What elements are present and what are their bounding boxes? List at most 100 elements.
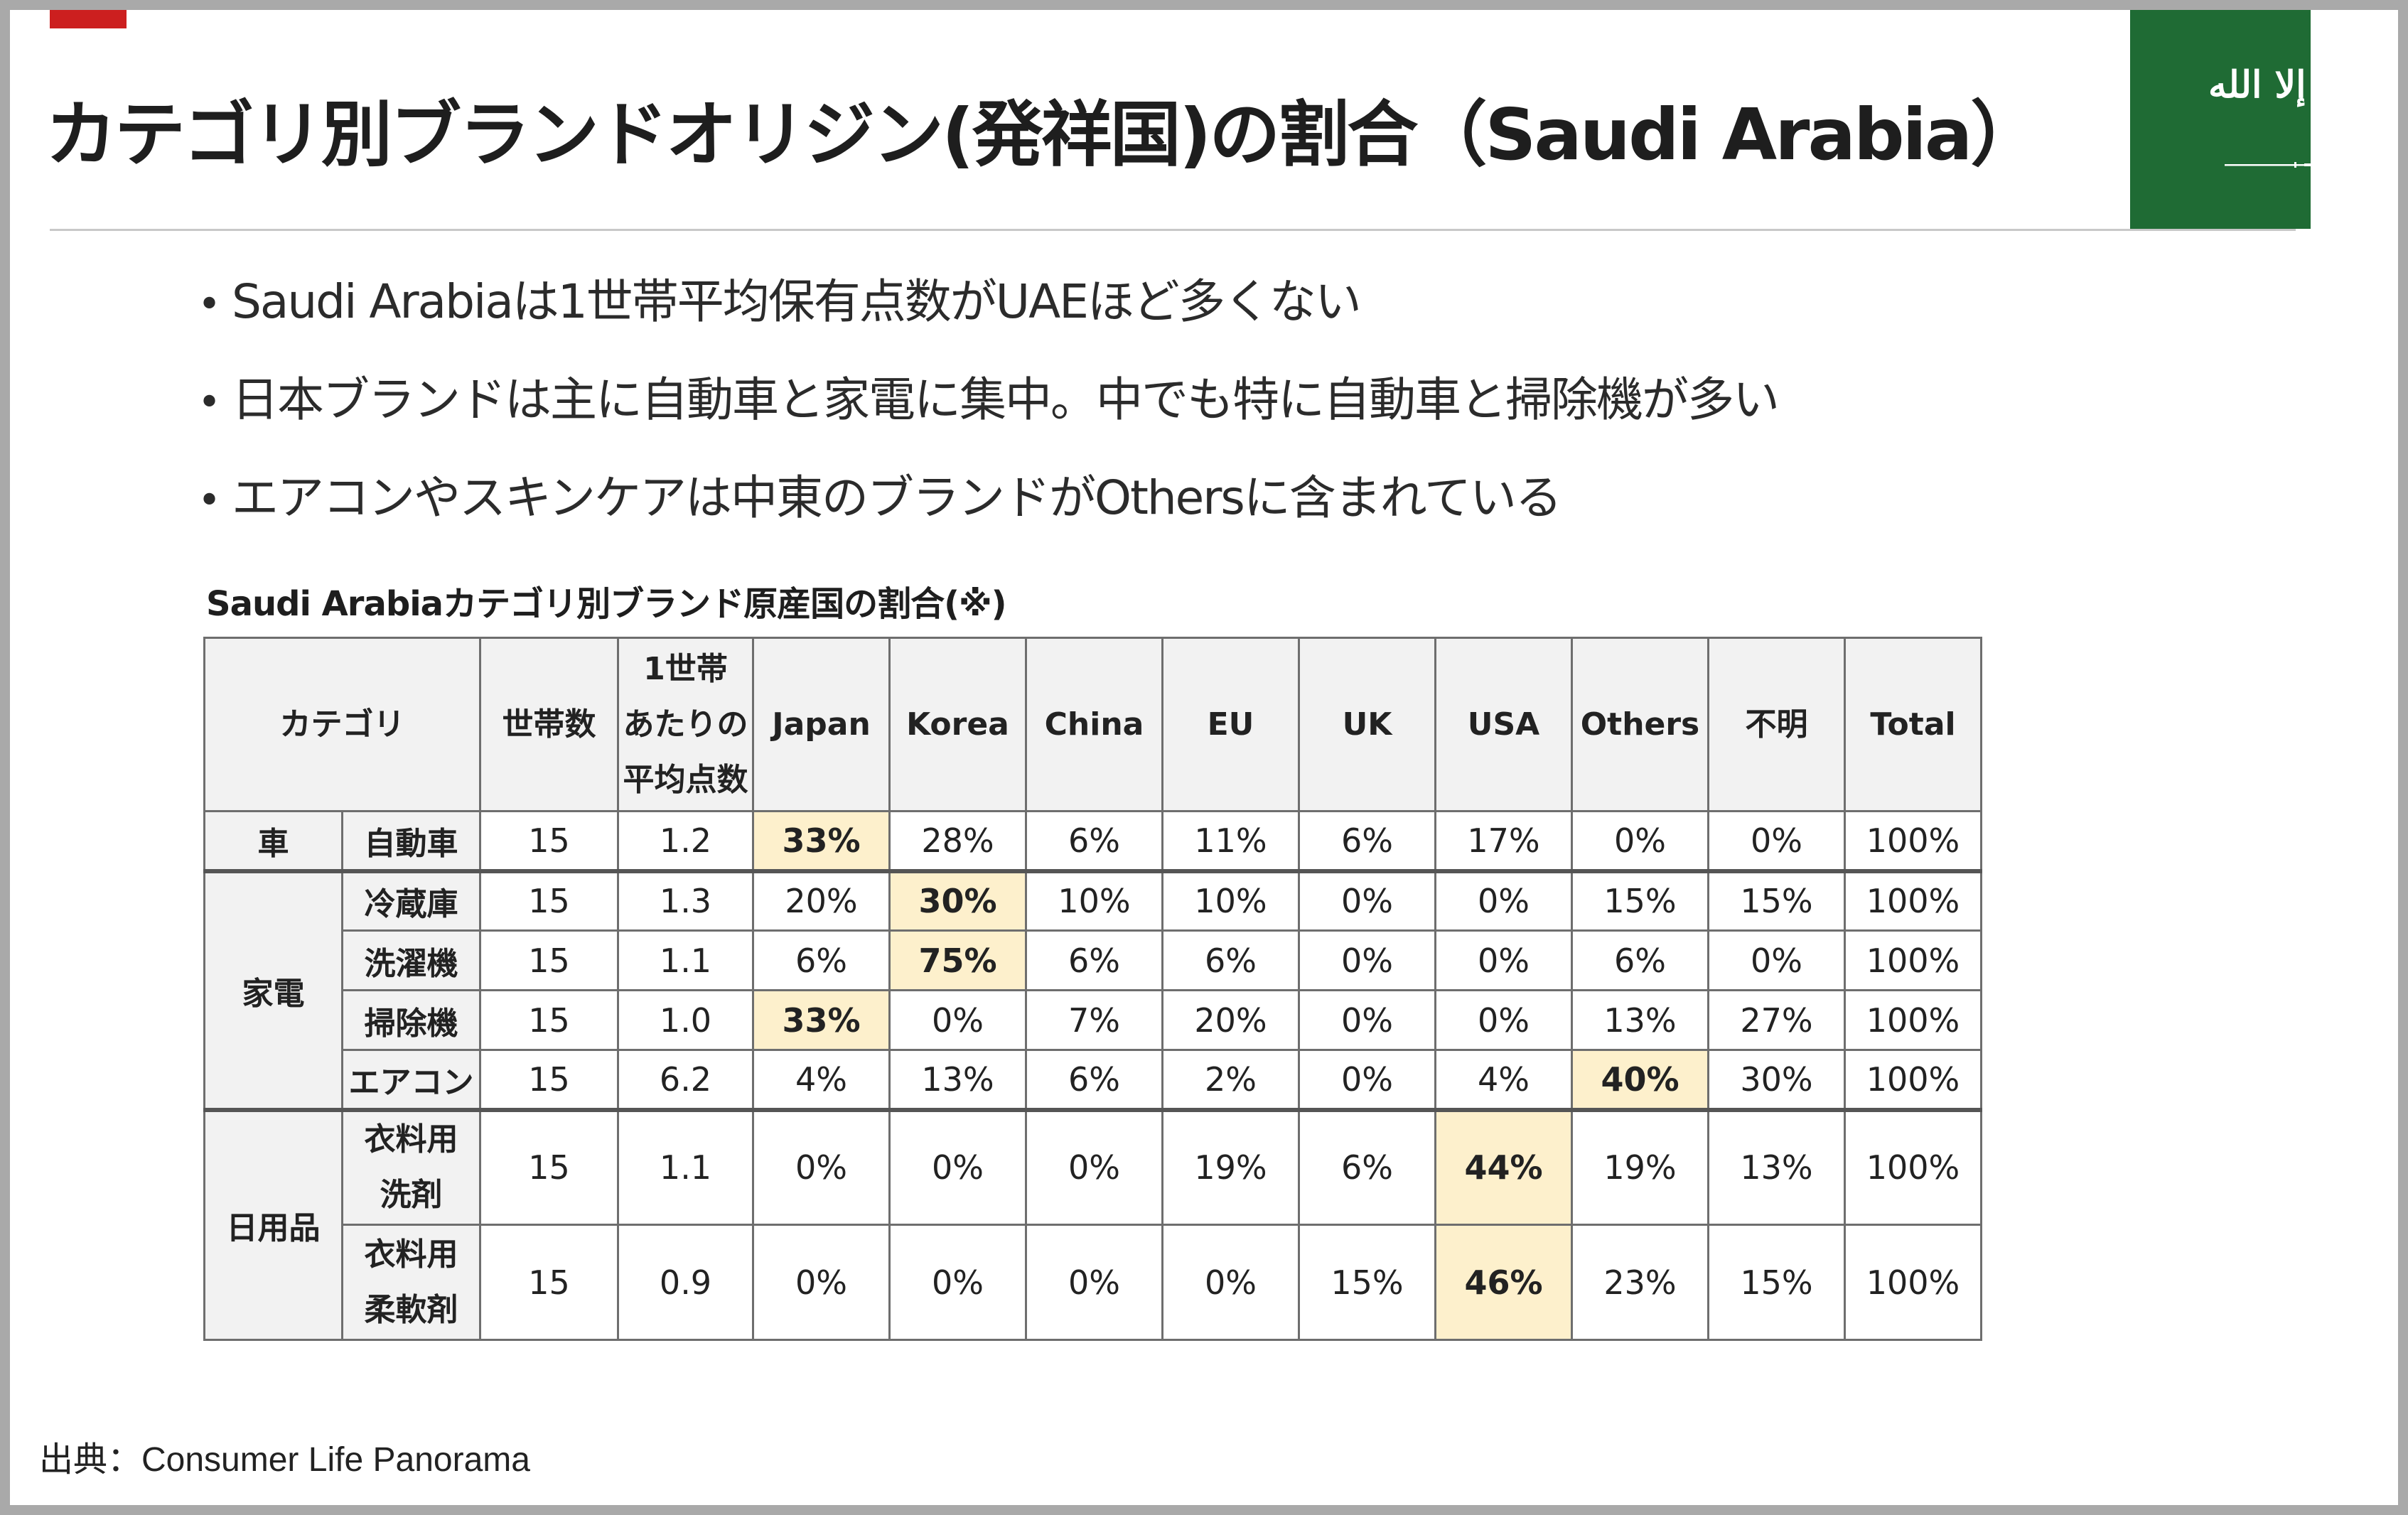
cell-usa: 4% — [1434, 1049, 1573, 1111]
cell-households: 15 — [479, 989, 619, 1051]
slide-title: カテゴリ別ブランドオリジン(発祥国)の割合（Saudi Arabia） — [45, 93, 2041, 176]
cell-eu: 0% — [1161, 1224, 1300, 1341]
cell-usa-highlight: 44% — [1434, 1107, 1573, 1226]
cell-japan-highlight: 33% — [752, 810, 891, 872]
cell-unknown: 15% — [1707, 1224, 1846, 1341]
cell-uk: 6% — [1298, 1107, 1436, 1226]
cell-uk: 0% — [1298, 929, 1436, 991]
cell-uk: 0% — [1298, 989, 1436, 1051]
header-average-line: 1世帯 — [643, 650, 728, 687]
cell-uk: 0% — [1298, 868, 1436, 932]
bullet-item: • Saudi Arabiaは1世帯平均保有点数がUAEほど多くない — [198, 266, 2117, 365]
cell-unknown: 13% — [1707, 1107, 1846, 1226]
row-label: 衣料用 洗剤 — [341, 1107, 481, 1226]
header-average-line: あたりの — [623, 706, 748, 743]
group-label-daily: 日用品 — [203, 1107, 343, 1341]
cell-others: 0% — [1571, 810, 1709, 872]
table-row: 衣料用 柔軟剤 15 0.9 0% 0% 0% 0% 15% 46% 23% 1… — [205, 1224, 1982, 1341]
table-header-row: カテゴリ 世帯数 1世帯 あたりの 平均点数 Japan Korea China… — [203, 637, 1982, 812]
cell-china: 10% — [1025, 868, 1163, 932]
bullet-item: • 日本ブランドは主に自動車と家電に集中。中でも特に自動車と掃除機が多い — [198, 365, 2117, 463]
cell-china: 7% — [1025, 989, 1163, 1051]
cell-others: 13% — [1571, 989, 1709, 1051]
cell-total: 100% — [1844, 929, 1982, 991]
cell-china: 0% — [1025, 1107, 1163, 1226]
group-label-car: 車 — [203, 810, 343, 872]
cell-uk: 0% — [1298, 1049, 1436, 1111]
bullet-dot: • — [198, 478, 221, 524]
cell-average: 0.9 — [617, 1224, 754, 1341]
header-average-items: 1世帯 あたりの 平均点数 — [617, 637, 754, 812]
bullet-text: Saudi Arabiaは1世帯平均保有点数がUAEほど多くない — [232, 274, 1362, 329]
table-row: 洗濯機 15 1.1 6% 75% 6% 6% 0% 0% 6% 0% 100% — [205, 929, 1982, 991]
cell-households: 15 — [479, 1224, 619, 1341]
cell-others-highlight: 40% — [1571, 1049, 1709, 1111]
header-china: China — [1025, 637, 1163, 812]
table-row: 日用品 衣料用 洗剤 15 1.1 0% 0% 0% 19% 6% 44% 19… — [203, 1107, 1982, 1341]
cell-others: 15% — [1571, 868, 1709, 932]
cell-total: 100% — [1844, 1224, 1982, 1341]
cell-eu: 11% — [1161, 810, 1300, 872]
row-label: 衣料用 柔軟剤 — [341, 1224, 481, 1341]
row-label: エアコン — [341, 1049, 481, 1111]
cell-japan: 6% — [752, 929, 891, 991]
cell-others: 6% — [1571, 929, 1709, 991]
cell-korea-highlight: 75% — [888, 929, 1027, 991]
cell-eu: 20% — [1161, 989, 1300, 1051]
header-total: Total — [1844, 637, 1982, 812]
bullet-list: • Saudi Arabiaは1世帯平均保有点数がUAEほど多くない • 日本ブラン… — [198, 266, 2117, 561]
cell-average: 1.1 — [617, 1107, 754, 1226]
cell-total: 100% — [1844, 1049, 1982, 1111]
cell-households: 15 — [479, 1107, 619, 1226]
cell-others: 19% — [1571, 1107, 1709, 1226]
bullet-dot: • — [198, 281, 221, 328]
cell-usa-highlight: 46% — [1434, 1224, 1573, 1341]
cell-usa: 17% — [1434, 810, 1573, 872]
cell-japan-highlight: 33% — [752, 989, 891, 1051]
row-label-line: 柔軟剤 — [364, 1291, 458, 1328]
header-eu: EU — [1161, 637, 1300, 812]
row-label: 冷蔵庫 — [341, 868, 481, 932]
cell-unknown: 0% — [1707, 810, 1846, 872]
cell-households: 15 — [479, 929, 619, 991]
cell-households: 15 — [479, 810, 619, 872]
row-label: 自動車 — [341, 810, 481, 872]
cell-china: 6% — [1025, 1049, 1163, 1111]
bullet-text: 日本ブランドは主に自動車と家電に集中。中でも特に自動車と掃除機が多い — [232, 372, 1780, 427]
cell-average: 1.0 — [617, 989, 754, 1051]
cell-japan: 20% — [752, 868, 891, 932]
cell-total: 100% — [1844, 810, 1982, 872]
header-category: カテゴリ — [203, 637, 481, 812]
cell-china: 6% — [1025, 810, 1163, 872]
header-korea: Korea — [888, 637, 1027, 812]
cell-japan: 4% — [752, 1049, 891, 1111]
row-label-line: 洗剤 — [380, 1177, 443, 1214]
cell-korea: 0% — [888, 989, 1027, 1051]
cell-korea: 13% — [888, 1049, 1027, 1111]
group-label-appliance: 家電 — [203, 868, 343, 1111]
bullet-item: • エアコンやスキンケアは中東のブランドがOthersに含まれている — [198, 463, 2117, 561]
header-unknown: 不明 — [1707, 637, 1846, 812]
cell-korea: 0% — [888, 1107, 1027, 1226]
table-caption: Saudi Arabiaカテゴリ別ブランド原産国の割合(※) — [206, 584, 1007, 624]
cell-average: 1.2 — [617, 810, 754, 872]
cell-korea-highlight: 30% — [888, 868, 1027, 932]
cell-china: 6% — [1025, 929, 1163, 991]
header-average-line: 平均点数 — [623, 761, 748, 798]
cell-total: 100% — [1844, 989, 1982, 1051]
cell-usa: 0% — [1434, 989, 1573, 1051]
bullet-dot: • — [198, 379, 221, 426]
flag-sword-icon — [2225, 162, 2317, 168]
table-row: 掃除機 15 1.0 33% 0% 7% 20% 0% 0% 13% 27% 1… — [205, 989, 1982, 1051]
table-row: エアコン 15 6.2 4% 13% 6% 2% 0% 4% 40% 30% 1… — [205, 1049, 1982, 1111]
row-label: 掃除機 — [341, 989, 481, 1051]
cell-eu: 2% — [1161, 1049, 1300, 1111]
cell-total: 100% — [1844, 868, 1982, 932]
cell-unknown: 15% — [1707, 868, 1846, 932]
cell-eu: 6% — [1161, 929, 1300, 991]
cell-uk: 15% — [1298, 1224, 1436, 1341]
cell-japan: 0% — [752, 1224, 891, 1341]
header-usa: USA — [1434, 637, 1573, 812]
table-row: 車 自動車 15 1.2 33% 28% 6% 11% 6% 17% 0% 0%… — [203, 810, 1982, 872]
cell-china: 0% — [1025, 1224, 1163, 1341]
